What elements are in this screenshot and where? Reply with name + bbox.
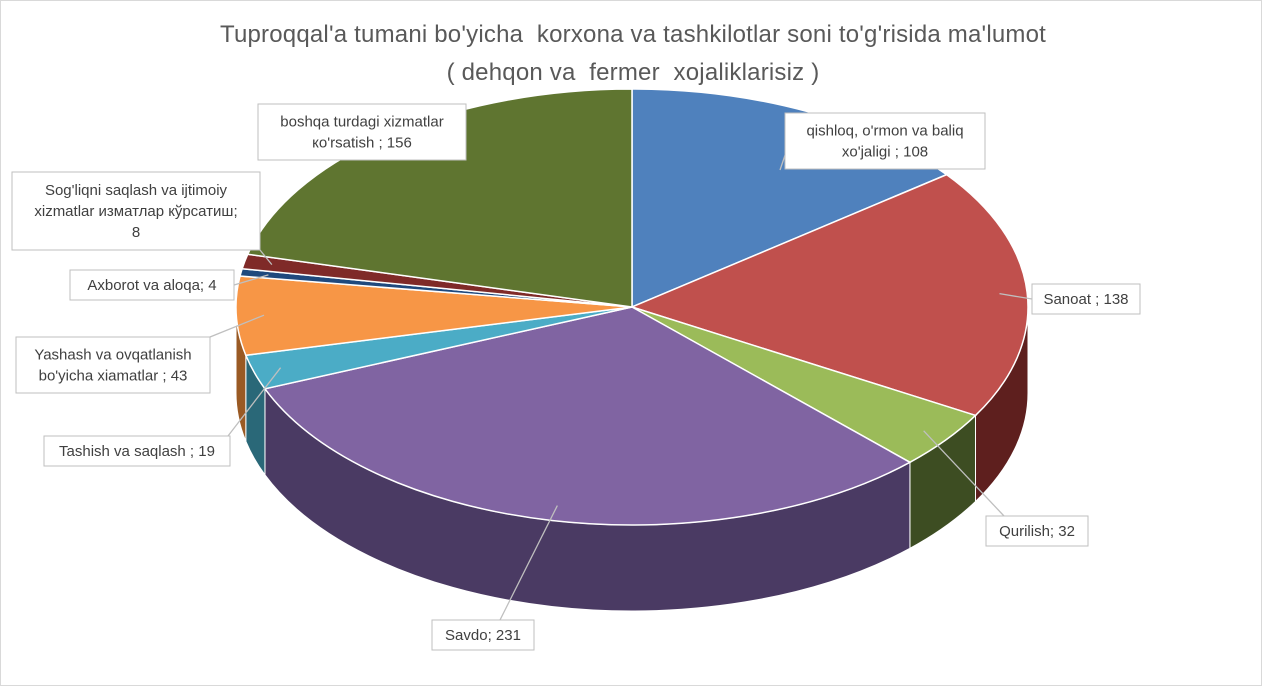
leader-line-4 xyxy=(227,367,282,437)
leader-line-5 xyxy=(209,314,265,338)
data-label-5-line-0: Yashash va ovqatlanish xyxy=(34,347,191,364)
data-labels: qishloq, o'rmon va baliq xo'jaligi ; 108 S… xyxy=(11,103,1141,651)
data-label-box-5 xyxy=(15,336,211,394)
data-label-8-line-1: ко'rsatish ; 156 xyxy=(312,135,412,152)
data-label-6-line-0: Axborot va aloqa; 4 xyxy=(87,277,216,294)
leader-line-2 xyxy=(923,430,1005,517)
chart-title-line-2: ( dehqon va fermer xojaliklarisiz ) xyxy=(446,59,820,86)
leader-line-7 xyxy=(259,249,273,266)
pie-slice-1 xyxy=(629,173,1029,417)
data-label-box-7 xyxy=(11,171,261,251)
data-label-0-line-0: qishloq, o'rmon va baliq xyxy=(806,123,963,140)
data-label-7-line-2: 8 xyxy=(132,224,140,241)
data-label-8-line-0: boshqa turdagi xizmatlar xyxy=(280,114,443,131)
data-label-7-line-1: xizmatlar изматлар кўрсатиш; xyxy=(34,203,237,220)
data-label-7-line-0: Sog'liqni saqlash va ijtimoiy xyxy=(45,182,228,199)
data-label-1-line-0: Sanoat ; 138 xyxy=(1043,291,1128,308)
pie-slice-5 xyxy=(235,275,633,357)
leader-line-1 xyxy=(999,293,1033,300)
leader-line-3 xyxy=(499,505,558,621)
data-label-0-line-1: xo'jaligi ; 108 xyxy=(842,144,928,161)
data-label-box-3 xyxy=(431,619,535,651)
data-label-box-2 xyxy=(985,515,1089,547)
data-label-box-0 xyxy=(784,112,986,170)
data-label-2-line-0: Qurilish; 32 xyxy=(999,523,1075,540)
data-label-box-6 xyxy=(69,269,235,301)
data-label-box-1 xyxy=(1031,283,1141,315)
data-label-5-line-1: bo'yicha xiamatlar ; 43 xyxy=(39,368,188,385)
data-label-box-8 xyxy=(257,103,467,161)
leader-line-6 xyxy=(233,274,269,286)
pie-slice-3 xyxy=(263,306,912,526)
data-label-box-4 xyxy=(43,435,231,467)
data-label-4-line-0: Tashish va saqlash ; 19 xyxy=(59,443,215,460)
chart-title-line-1: Tuproqqal'a tumani bo'yicha korxona va t… xyxy=(219,21,1047,48)
data-label-3-line-0: Savdo; 231 xyxy=(445,627,521,644)
